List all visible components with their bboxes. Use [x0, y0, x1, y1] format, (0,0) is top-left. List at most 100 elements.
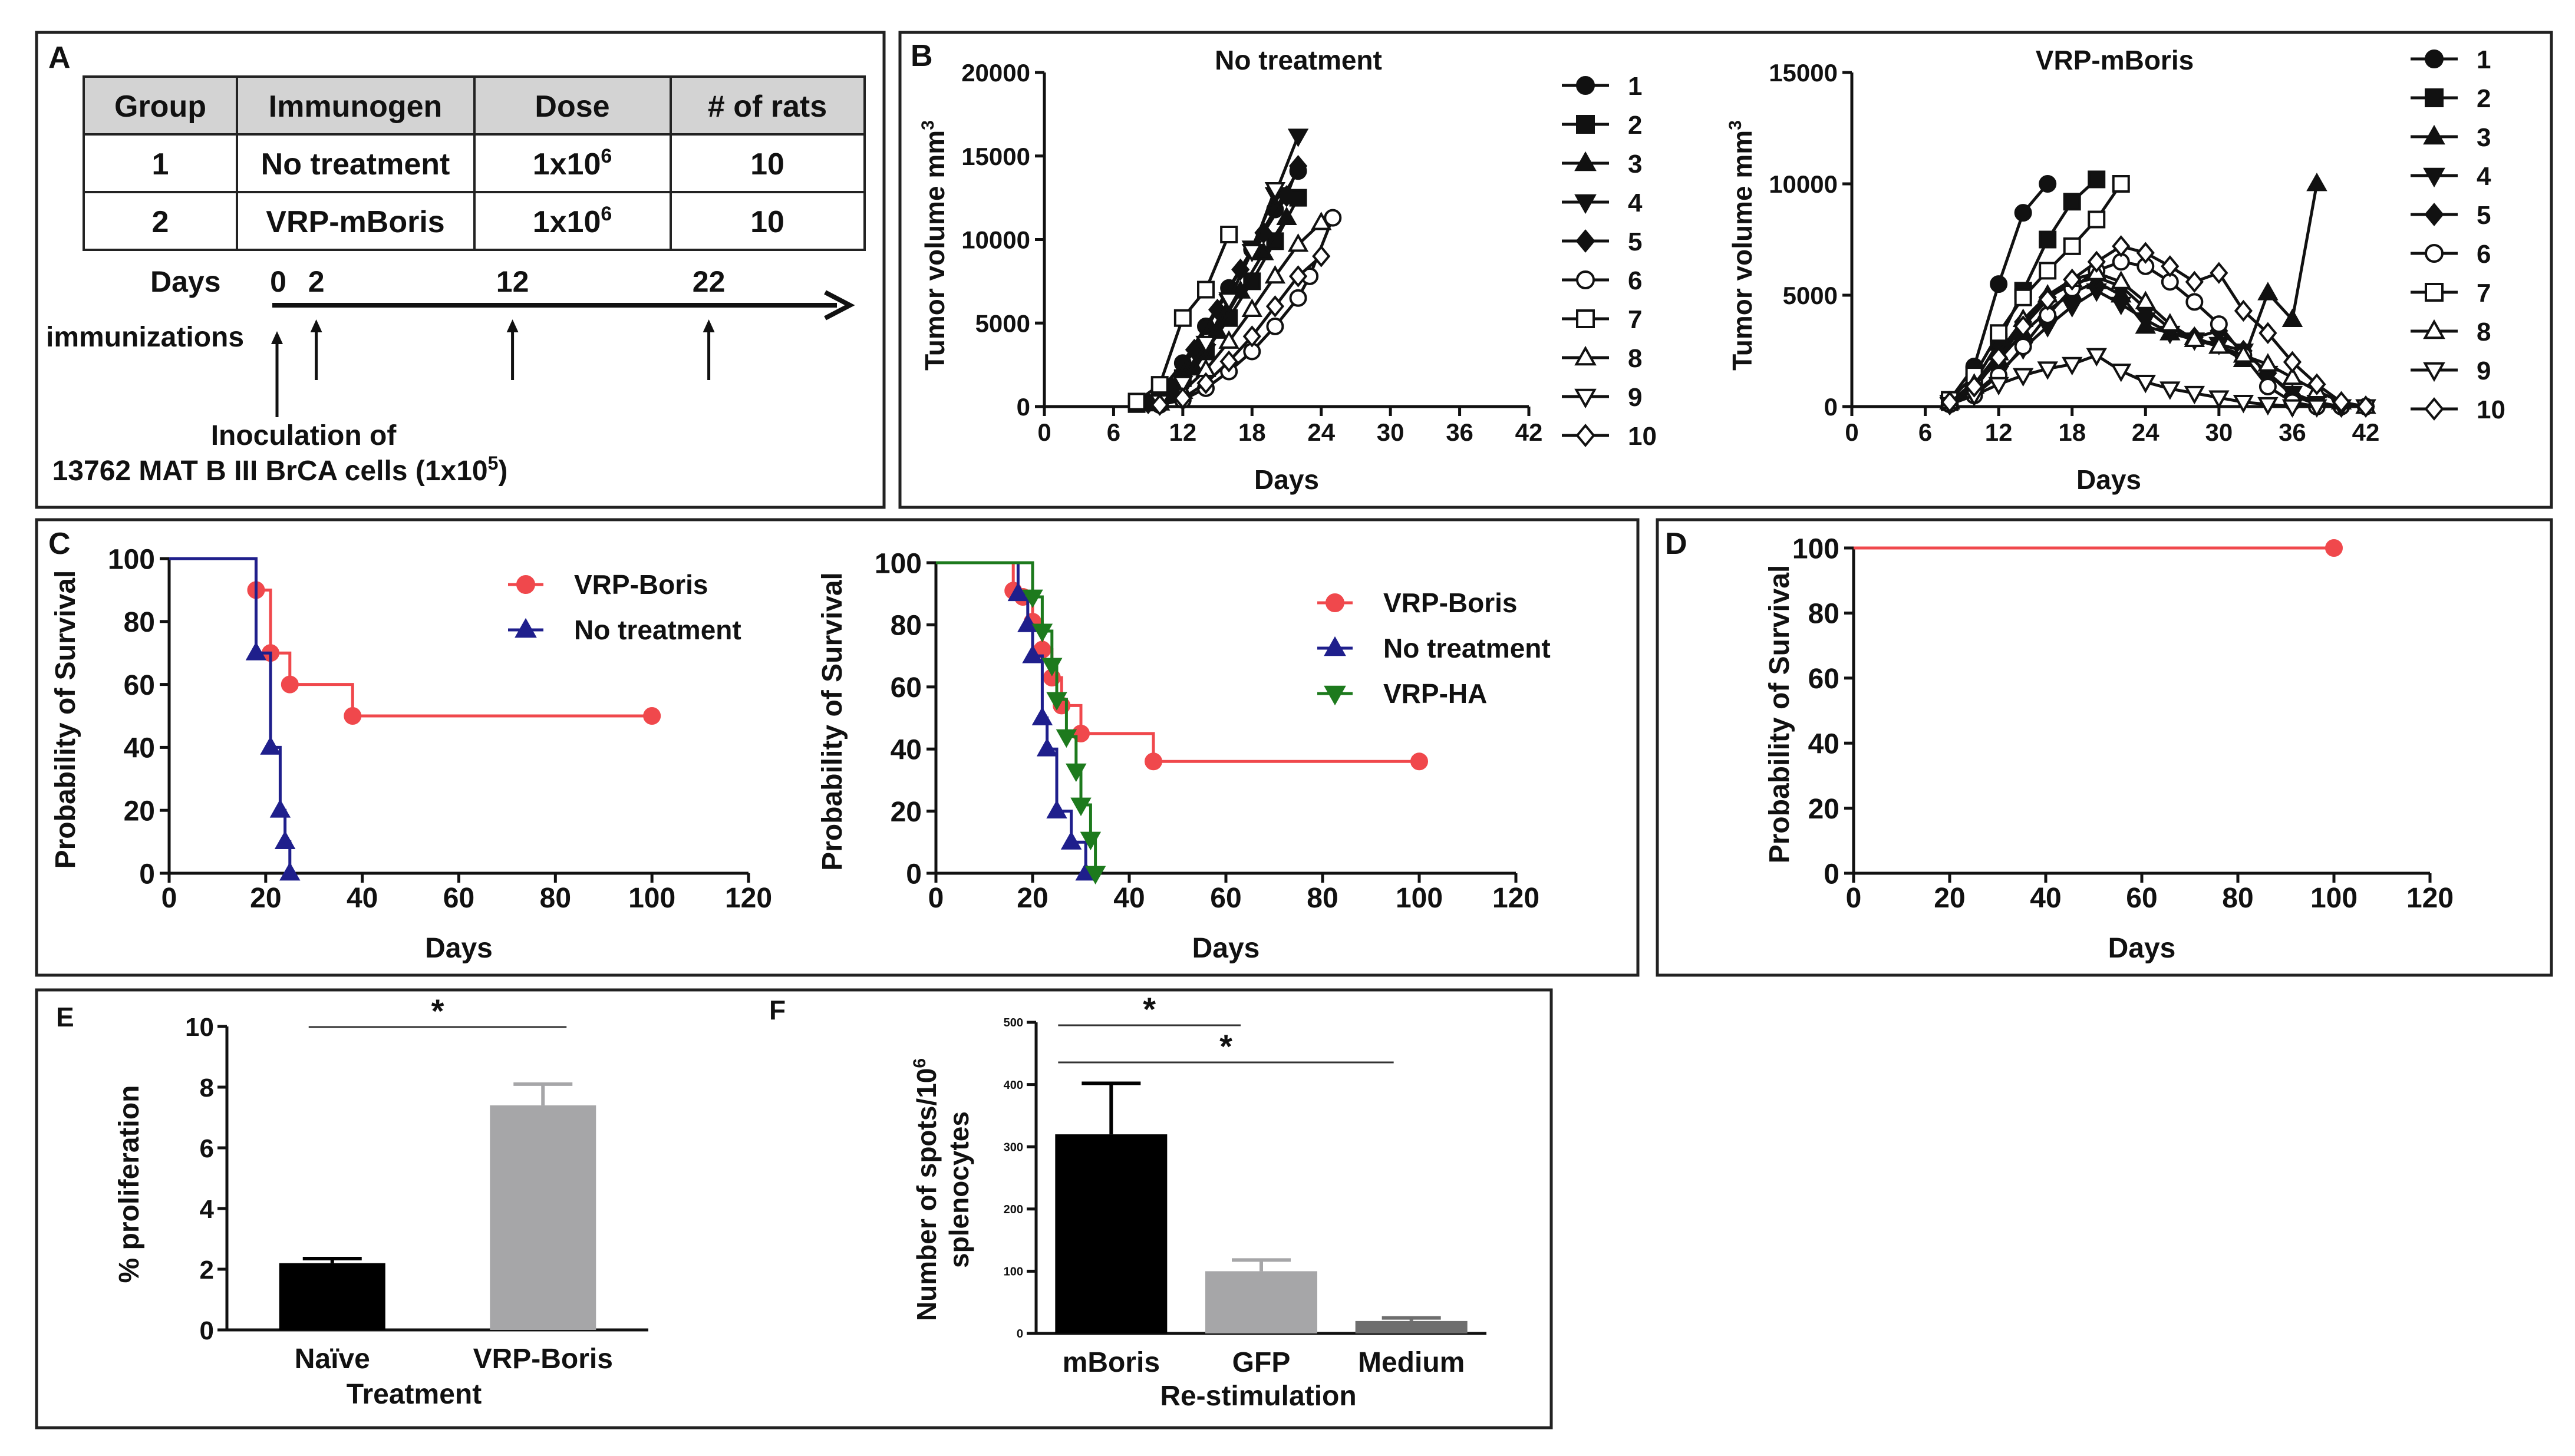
event-marker-vrp-boris	[2325, 539, 2343, 557]
x-tick-label: 120	[725, 883, 772, 914]
data-point-rat-7	[2014, 288, 2032, 306]
table-cell-rats: 10	[750, 205, 784, 239]
legend-label: 9	[2477, 356, 2491, 385]
legend-marker	[1576, 309, 1595, 328]
legend-label: 1	[2477, 45, 2491, 74]
y-axis-title-text: Number of spots/10	[911, 1068, 942, 1321]
y-axis-title: Probability of Survival	[1764, 565, 1795, 864]
y-tick-label: 20	[891, 797, 922, 828]
y-tick-label: 100	[1792, 533, 1839, 564]
survival-curve-vrp-ha	[936, 561, 1097, 873]
y-tick-label: 10000	[961, 226, 1030, 254]
data-point-rat-10	[2332, 391, 2351, 414]
immunization-arrowhead	[310, 319, 322, 332]
legend-label: 8	[1628, 344, 1642, 373]
legend-label: 7	[2477, 279, 2491, 308]
data-point-rat-7	[1127, 392, 1146, 411]
event-marker-vrp-boris	[281, 675, 299, 694]
data-point-rat-7	[1990, 324, 2008, 342]
y-tick-label: 0	[1017, 1328, 1023, 1341]
data-point-rat-8	[1310, 212, 1332, 230]
data-point-rat-9	[1218, 292, 1239, 311]
panel-letter-E: E	[56, 1002, 74, 1032]
data-point-rat-8	[2233, 344, 2254, 363]
data-point-rat-9	[2184, 385, 2205, 405]
data-point-rat-1	[1990, 275, 2008, 293]
x-tick-label: 24	[2132, 418, 2159, 446]
event-marker-vrp-ha	[1031, 623, 1053, 642]
y-tick-label: 60	[124, 670, 155, 701]
data-point-rat-8	[2208, 335, 2230, 354]
legend-marker	[1575, 229, 1595, 253]
panel-letter-A: A	[48, 41, 71, 75]
data-point-rat-9	[2135, 375, 2157, 394]
x-tick-label: 120	[2406, 883, 2454, 914]
event-marker-no-treatment	[1022, 645, 1043, 663]
x-tick-label: 6	[1918, 418, 1932, 446]
data-point-rat-3	[1253, 242, 1274, 260]
y-tick-label: 40	[1808, 728, 1839, 760]
legend-label: 1	[1628, 72, 1642, 101]
data-point-rat-9	[2306, 399, 2327, 418]
table-cell-group: 2	[152, 205, 169, 239]
y-tick-label: 80	[1808, 599, 1839, 630]
data-point-rat-5	[1288, 155, 1308, 177]
legend-label: No treatment	[1383, 633, 1551, 663]
proliferation-bar-chart: 0 2 4 6 8 10 Naïve VRP-Boris * Treatment % prolife…	[114, 992, 648, 1410]
legend-label: 8	[2477, 318, 2491, 346]
data-point-rat-2	[2063, 193, 2081, 211]
x-axis-title: Days	[425, 933, 493, 964]
event-marker-vrp-boris	[1410, 752, 1428, 771]
event-marker-no-treatment	[1060, 831, 1082, 850]
y-axis-title-line2: splenocytes	[944, 1111, 974, 1268]
frame-EF	[35, 988, 1553, 1429]
y-axis-title: Number of spots/106	[910, 1058, 942, 1321]
x-axis-title: Days	[2108, 933, 2176, 964]
data-point-rat-10	[2038, 288, 2057, 311]
legend-label: 3	[1628, 150, 1642, 179]
bar-na-ve	[279, 1263, 385, 1330]
bar-medium	[1355, 1320, 1468, 1333]
legend-label: 6	[1628, 266, 1642, 295]
y-axis-title: % proliferation	[114, 1085, 145, 1283]
data-point-rat-6	[2259, 377, 2277, 395]
data-point-rat-1	[2039, 175, 2057, 193]
x-category-label: Naïve	[295, 1343, 370, 1375]
data-point-rat-9	[1988, 377, 2009, 396]
event-marker-no-treatment	[245, 642, 267, 661]
event-marker-vrp-ha	[1084, 866, 1106, 885]
immunization-table: Group Immunogen Dose # of rats 1 No trea…	[83, 75, 866, 251]
immunizations-label: immunizations	[46, 322, 244, 353]
data-point-rat-10	[2161, 255, 2180, 278]
x-axis-title: Treatment	[347, 1379, 482, 1410]
data-point-rat-4	[2061, 299, 2083, 318]
legend-marker	[2423, 124, 2445, 145]
bar-mboris	[1055, 1134, 1168, 1333]
x-category-label: Medium	[1358, 1347, 1465, 1378]
y-axis-title: Tumor volume mm3	[1726, 120, 1758, 371]
legend-marker	[1326, 593, 1344, 612]
data-point-rat-10	[2136, 242, 2155, 264]
data-point-rat-9	[2037, 361, 2058, 380]
table-cell-dose: 1x106	[533, 145, 612, 181]
data-point-rat-10	[2356, 395, 2375, 418]
event-marker-vrp-boris	[643, 707, 661, 725]
legend-label: 2	[2477, 84, 2491, 113]
y-axis-title: Probability of Survival	[50, 570, 81, 869]
data-point-rat-10	[1265, 295, 1285, 318]
data-point-rat-3	[2281, 308, 2303, 327]
inoculation-label: Inoculation of	[211, 420, 397, 451]
inoculation-cells-close: )	[498, 455, 507, 487]
legend-marker	[516, 575, 535, 594]
event-marker-vrp-ha	[1056, 729, 1077, 748]
event-marker-vrp-boris	[344, 707, 362, 725]
timeline-days-label: Days	[150, 265, 221, 298]
data-point-rat-8	[2111, 270, 2132, 289]
data-point-rat-10	[1940, 391, 1959, 414]
panel-letter-D: D	[1665, 527, 1687, 561]
y-tick-label: 8	[200, 1074, 214, 1102]
y-tick-label: 300	[1004, 1141, 1023, 1154]
legend-marker	[2423, 362, 2445, 382]
